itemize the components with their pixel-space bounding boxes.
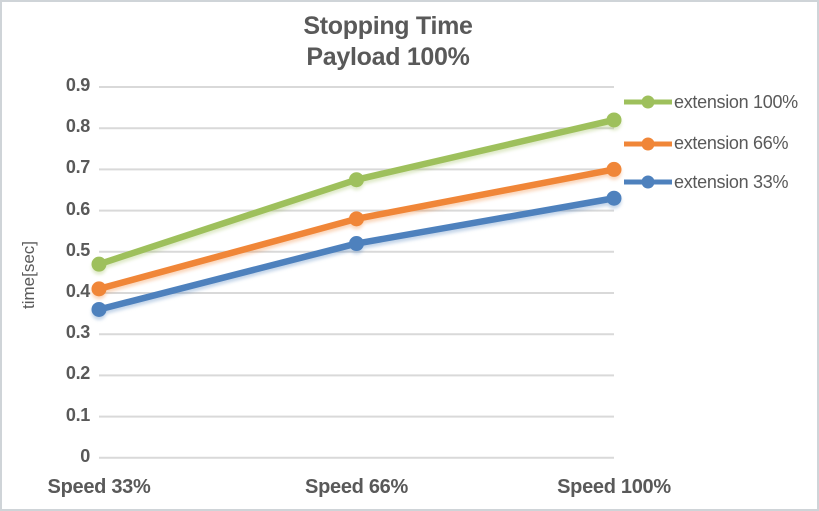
chart-title: Stopping Time	[303, 12, 473, 40]
y-tick-label: 0.3	[65, 322, 90, 343]
legend-line-marker-icon	[624, 175, 672, 189]
series-1	[91, 112, 622, 272]
data-point	[91, 256, 107, 272]
data-point	[91, 281, 107, 297]
data-point	[349, 172, 364, 188]
data-point	[606, 161, 622, 177]
series-3	[91, 190, 622, 317]
legend-line-marker-icon	[624, 137, 672, 150]
chart-subtitle: Payload 100%	[306, 43, 470, 71]
y-tick-label: 0.2	[65, 363, 90, 384]
legend-item: extension 66%	[623, 124, 817, 164]
data-point	[349, 236, 364, 252]
legend-label: extension 100%	[674, 91, 798, 112]
gridlines	[99, 86, 614, 459]
legend-line-marker-icon	[624, 95, 672, 109]
x-tick-label: Speed 100%	[557, 476, 671, 498]
chart-title-block: Stopping Time Payload 100%	[2, 11, 774, 73]
legend-item: extension 100%	[623, 82, 817, 122]
data-point	[349, 211, 364, 227]
y-tick-label: 0.1	[65, 404, 90, 425]
y-tick-label: 0.9	[65, 75, 90, 95]
data-point	[91, 301, 107, 317]
legend-item: extension 33%	[623, 162, 817, 202]
legend-marker	[641, 137, 655, 150]
legend-marker	[641, 95, 655, 109]
data-point	[606, 112, 622, 128]
legend-label: extension 66%	[674, 133, 789, 153]
legend-label: extension 33%	[674, 171, 789, 192]
legend-marker	[641, 175, 655, 189]
series-2	[91, 161, 622, 297]
y-tick-label: 0.5	[65, 239, 90, 260]
y-tick-label: 0.7	[65, 157, 90, 178]
x-tick-label: Speed 33%	[47, 476, 151, 498]
y-axis-title: time[sec]	[19, 240, 38, 310]
x-tick-label: Speed 66%	[305, 476, 408, 498]
y-tick-label: 0	[80, 445, 90, 466]
series-group	[91, 112, 622, 317]
data-point	[606, 190, 622, 206]
series-line	[95, 166, 618, 293]
y-tick-label: 0.8	[65, 116, 90, 137]
y-tick-label: 0.4	[65, 281, 90, 301]
y-tick-label: 0.6	[65, 198, 90, 219]
